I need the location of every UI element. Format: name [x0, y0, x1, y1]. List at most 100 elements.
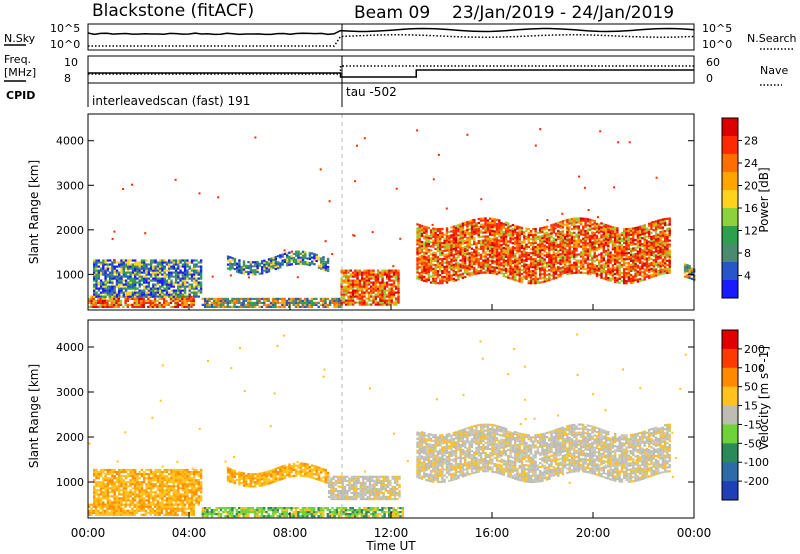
power-cell [614, 244, 617, 247]
power-cell [113, 299, 116, 302]
power-cell [604, 240, 608, 243]
power-cell [520, 244, 524, 247]
power-cell [385, 303, 389, 306]
power-cell [292, 299, 295, 302]
power-cell [122, 275, 125, 278]
power-cell [661, 254, 665, 257]
power-cell [520, 226, 524, 229]
power-cell [136, 281, 139, 284]
power-cell [479, 217, 483, 220]
power-cell [399, 237, 402, 240]
power-cell [286, 262, 289, 265]
power-cell [193, 281, 196, 284]
power-cell [650, 245, 653, 249]
power-cell [623, 250, 626, 253]
power-cell [342, 273, 346, 276]
velocity-cell [119, 513, 123, 516]
power-cell [493, 240, 496, 243]
power-cell [322, 266, 325, 269]
power-cell [420, 275, 424, 278]
power-cell [639, 231, 642, 234]
power-cell [618, 261, 621, 264]
power-cell [614, 262, 617, 265]
velocity-cell [93, 493, 96, 496]
power-cell [251, 273, 255, 276]
power-cell [97, 259, 100, 262]
power-cell [495, 232, 499, 235]
power-cell [639, 225, 642, 228]
power-cell [568, 252, 571, 255]
power-cell [439, 242, 442, 245]
power-cell [340, 293, 343, 296]
velocity-cell [115, 507, 118, 510]
power-cell [263, 263, 266, 266]
power-cell [611, 254, 615, 257]
power-cell [263, 301, 266, 304]
power-cell [147, 295, 150, 298]
power-cell [518, 256, 521, 259]
power-cell [434, 251, 437, 255]
power-cell [504, 263, 508, 266]
power-cell [543, 250, 546, 253]
power-cell [367, 279, 371, 282]
power-cell [352, 234, 355, 237]
power-cell [93, 293, 96, 296]
power-cell [566, 259, 569, 262]
power-cell [459, 227, 462, 230]
power-cell [586, 218, 590, 221]
power-cell [170, 281, 173, 284]
power-cell [482, 261, 485, 264]
power-cell [163, 277, 166, 280]
power-cell [543, 234, 546, 237]
power-cell [477, 236, 480, 239]
power-cell [143, 279, 146, 282]
power-cell [258, 264, 262, 267]
power-cell [97, 305, 100, 308]
power-cell [115, 299, 118, 302]
power-cell [591, 243, 594, 246]
power-cell [185, 299, 189, 302]
power-cell [579, 251, 583, 254]
power-cell [416, 271, 419, 274]
power-cell [659, 221, 662, 224]
power-cell [595, 248, 599, 251]
freq-label-line2: [MHz] [4, 66, 36, 79]
power-cell [545, 255, 549, 258]
power-cell [595, 270, 599, 274]
power-cell [664, 218, 667, 221]
power-cell [448, 270, 451, 274]
power-cell [138, 271, 141, 274]
power-cell [475, 262, 478, 265]
power-cell [178, 299, 182, 302]
velocity-cell [117, 505, 120, 508]
power-cell [99, 293, 103, 296]
power-cell [625, 238, 628, 241]
power-cell [303, 299, 307, 302]
freq-panel: Freq. [MHz] 10 8 Nave 60 0 [4, 53, 788, 86]
power-cell [159, 295, 162, 298]
power-cell [423, 261, 426, 264]
power-cell [666, 229, 669, 232]
power-cell [664, 272, 667, 275]
power-cell [514, 228, 517, 231]
power-cell [543, 268, 546, 271]
power-cell [454, 239, 458, 242]
power-cell [598, 241, 601, 244]
power-cell [397, 271, 400, 274]
velocity-cell [88, 509, 91, 512]
power-cell [552, 247, 555, 250]
power-cell [545, 247, 549, 250]
velocity-cell [151, 511, 154, 514]
power-cell [390, 289, 393, 292]
power-cell [525, 277, 528, 280]
power-cell [475, 268, 478, 271]
power-cell [370, 273, 373, 276]
power-cell [532, 274, 535, 277]
power-cell [527, 264, 530, 267]
power-cell [124, 263, 128, 266]
power-cell [168, 259, 171, 262]
power-cell [493, 220, 496, 223]
power-cell [529, 230, 533, 233]
power-cell [661, 232, 665, 235]
power-cell [573, 235, 576, 238]
